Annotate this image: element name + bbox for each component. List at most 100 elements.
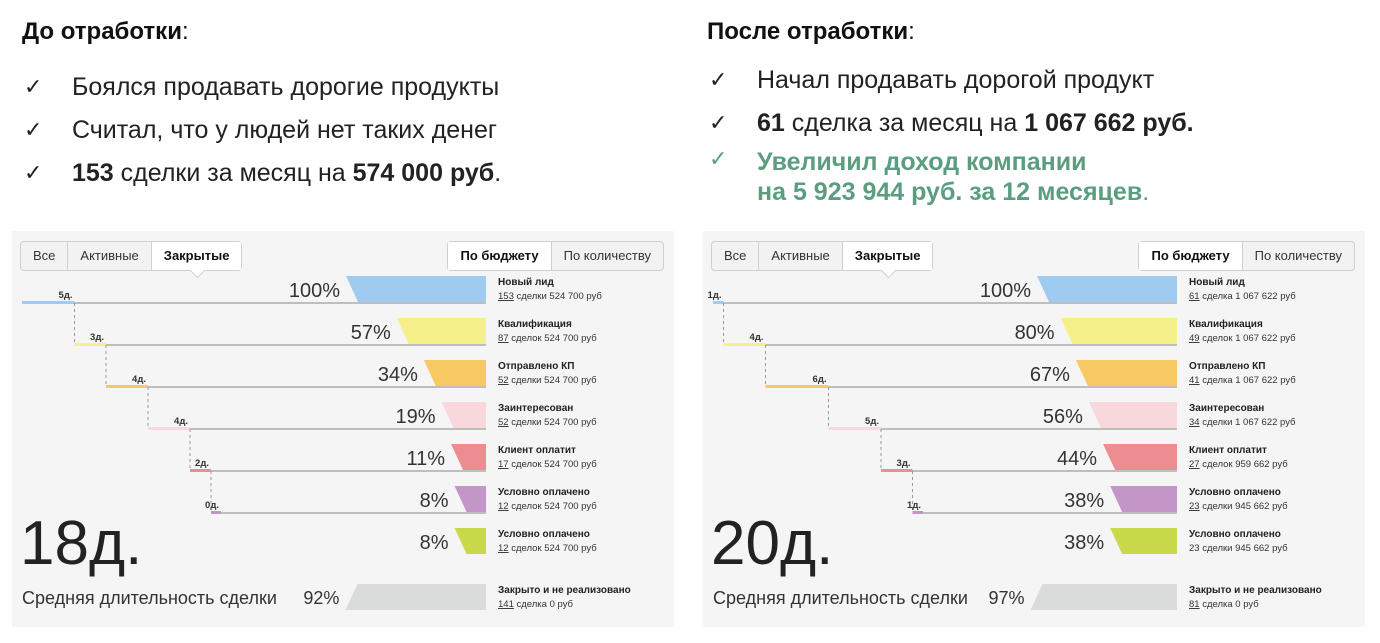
highlight-line-2: на 5 923 944 руб. за 12 месяцев. xyxy=(757,177,1194,207)
closed-detail: 141 сделка 0 руб xyxy=(498,599,574,610)
mode-count[interactable]: По количеству xyxy=(1254,248,1342,263)
stage-count[interactable]: 12 xyxy=(498,543,509,554)
stage-count[interactable]: 61 xyxy=(1189,291,1200,302)
closed-count[interactable]: 141 xyxy=(498,599,514,610)
right-heading-text: После отработки xyxy=(707,18,909,45)
stage-count[interactable]: 17 xyxy=(498,459,509,470)
bullet-item: ✓ Начал продавать дорогой продукт xyxy=(709,59,1194,102)
stage-count[interactable]: 27 xyxy=(1189,459,1200,470)
duration-label: 0д. xyxy=(205,500,219,511)
duration-segment xyxy=(713,301,724,304)
stage-count[interactable]: 34 xyxy=(1189,417,1200,428)
stage-detail: 27 сделок 959 662 руб xyxy=(1189,459,1288,470)
closed-amount: сделка 0 руб xyxy=(1200,599,1260,610)
duration-label: 4д. xyxy=(132,374,146,385)
check-icon: ✓ xyxy=(24,75,43,100)
stage-name: Клиент оплатит xyxy=(1189,445,1267,456)
tab-closed[interactable]: Закрытые xyxy=(151,242,242,279)
duration-segment xyxy=(74,343,106,346)
stage-percent: 19% xyxy=(396,406,436,428)
duration-label: 2д. xyxy=(195,458,209,469)
stage-count[interactable]: 23 xyxy=(1189,501,1200,512)
mode-budget[interactable]: По бюджету xyxy=(1139,242,1243,270)
avg-duration-label: Средняя длительность сделки xyxy=(713,588,968,608)
stage-count[interactable]: 153 xyxy=(498,291,514,302)
status-tabs: Все Активные Закрытые xyxy=(20,241,243,279)
bullet-item: ✓ Считал, что у людей нет таких денег xyxy=(24,109,501,152)
stage-percent: 100% xyxy=(980,280,1031,302)
funnel-bar xyxy=(1110,486,1177,512)
stage-count[interactable]: 52 xyxy=(498,375,509,386)
stage-percent: 80% xyxy=(1015,322,1055,344)
funnel-bar xyxy=(1037,276,1177,302)
stage-name: Квалификация xyxy=(498,318,572,330)
tab-all[interactable]: Все xyxy=(21,242,69,270)
duration-segment xyxy=(765,385,829,388)
stage-count[interactable]: 49 xyxy=(1189,333,1200,344)
stage-percent: 38% xyxy=(1064,490,1104,512)
stage-name: Отправлено КП xyxy=(1189,361,1265,372)
status-tabs: Все Активные Закрытые xyxy=(711,241,934,279)
stage-count[interactable]: 12 xyxy=(498,501,509,512)
duration-segment xyxy=(881,469,913,472)
stage-name: Условно оплачено xyxy=(498,487,590,498)
tab-closed[interactable]: Закрытые xyxy=(842,242,933,279)
left-bullet-list: ✓ Боялся продавать дорогие продукты ✓ Счита… xyxy=(24,66,501,195)
bullet-item: ✓ 153 сделки за месяц на 574 000 руб. xyxy=(24,152,501,195)
closed-name: Закрыто и не реализовано xyxy=(498,585,631,596)
duration-label: 1д. xyxy=(708,290,722,301)
duration-label: 3д. xyxy=(897,458,911,469)
stage-name: Заинтересован xyxy=(498,403,573,414)
closed-amount: сделка 0 руб xyxy=(514,599,574,610)
tab-all[interactable]: Все xyxy=(712,242,760,270)
funnel-bar xyxy=(441,402,486,428)
total-days: 18д. xyxy=(20,509,143,578)
tab-active[interactable]: Активные xyxy=(759,242,843,270)
duration-label: 5д. xyxy=(59,290,73,301)
bullet-text: Начал продавать дорогой продукт xyxy=(757,66,1155,94)
stage-percent: 34% xyxy=(378,364,418,386)
stage-name: Условно оплачено xyxy=(1189,487,1281,498)
stage-amount: сделки 945 662 руб xyxy=(1200,501,1289,512)
stage-detail: 87 сделок 524 700 руб xyxy=(498,333,597,344)
funnel-bar xyxy=(423,360,486,386)
closed-bar xyxy=(1030,584,1177,610)
funnel-bar xyxy=(451,444,486,470)
stage-name: Заинтересован xyxy=(1189,403,1264,414)
funnel-bar xyxy=(1088,402,1177,428)
stage-amount: сделок 524 700 руб xyxy=(509,459,598,470)
stage-count[interactable]: 52 xyxy=(498,417,509,428)
duration-segment xyxy=(828,427,881,430)
duration-label: 1д. xyxy=(907,500,921,511)
duration-segment xyxy=(912,511,923,514)
funnel-bar xyxy=(454,486,486,512)
mode-budget[interactable]: По бюджету xyxy=(448,242,552,270)
stage-amount: сделки 524 700 руб xyxy=(514,291,603,302)
closed-count[interactable]: 81 xyxy=(1189,599,1200,610)
funnel-chart: 100% Новый лид 153 сделки 524 700 руб 5д. 57… xyxy=(22,276,631,610)
stage-count[interactable]: 41 xyxy=(1189,375,1200,386)
stage-detail: 41 сделка 1 067 622 руб xyxy=(1189,375,1296,386)
check-icon: ✓ xyxy=(709,111,728,136)
stage-name: Новый лид xyxy=(1189,277,1245,288)
stage-percent: 67% xyxy=(1030,364,1070,386)
bullet-text: сделки за месяц на xyxy=(113,159,353,187)
closed-percent: 97% xyxy=(989,588,1025,608)
closed-name: Закрыто и не реализовано xyxy=(1189,585,1322,596)
closed-bar xyxy=(345,584,486,610)
bullet-text: 1 067 662 руб. xyxy=(1024,109,1194,137)
bullet-text: 61 xyxy=(757,109,785,137)
funnel-bar xyxy=(1075,360,1177,386)
bullet-text: Считал, что у людей нет таких денег xyxy=(72,116,498,144)
mode-tabs: По бюджету По количеству xyxy=(1138,241,1355,271)
check-icon: ✓ xyxy=(24,161,43,186)
stage-count[interactable]: 87 xyxy=(498,333,509,344)
tab-active[interactable]: Активные xyxy=(68,242,152,270)
funnel-bar xyxy=(1110,528,1177,554)
mode-count[interactable]: По количеству xyxy=(563,248,651,263)
stage-percent: 57% xyxy=(351,322,391,344)
duration-segment xyxy=(22,301,75,304)
duration-label: 6д. xyxy=(813,374,827,385)
stage-amount: сделок 524 700 руб xyxy=(509,543,598,554)
stage-amount: сделок 524 700 руб xyxy=(509,333,598,344)
